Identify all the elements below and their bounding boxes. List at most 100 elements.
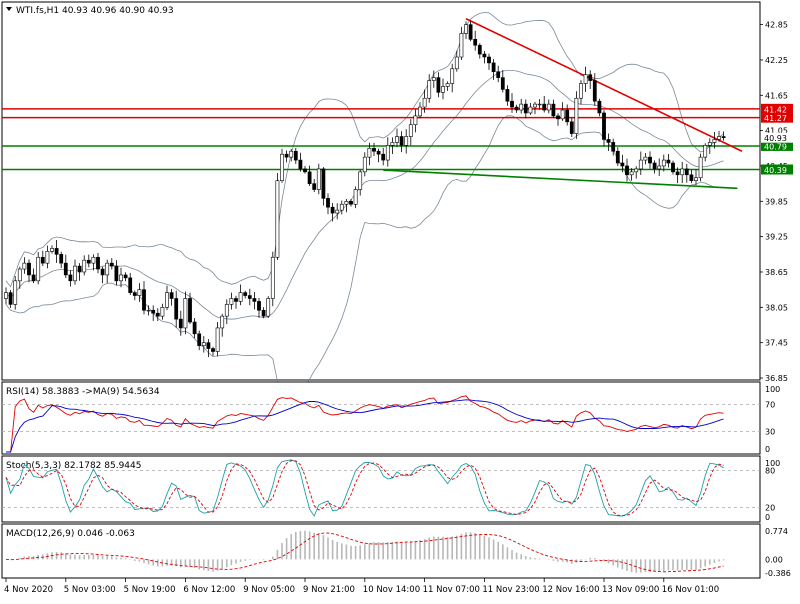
- candle: [436, 72, 441, 98]
- candle: [146, 305, 151, 316]
- candle: [385, 137, 390, 167]
- macd-panel[interactable]: [1, 523, 761, 579]
- candle: [620, 154, 625, 173]
- candle: [40, 250, 45, 267]
- candle: [459, 26, 464, 60]
- candle: [560, 102, 565, 121]
- candle: [666, 153, 671, 168]
- candle: [643, 153, 648, 165]
- candle: [707, 138, 712, 155]
- candle: [537, 99, 542, 110]
- candle: [390, 137, 395, 154]
- candle: [188, 292, 192, 324]
- candle: [270, 251, 275, 307]
- stoch-tick-label: 80: [765, 466, 775, 475]
- candle: [128, 272, 133, 296]
- candle: [652, 160, 657, 174]
- candle: [399, 131, 404, 153]
- candle: [206, 339, 211, 358]
- candle: [523, 99, 528, 119]
- candle: [82, 255, 87, 276]
- candle: [137, 283, 142, 302]
- stoch-tick-label: 0: [765, 513, 770, 522]
- candle: [583, 66, 588, 92]
- rsi-panel[interactable]: [1, 381, 761, 455]
- price-tick-label: 39.85: [765, 197, 788, 206]
- candle: [496, 65, 501, 83]
- level-tag-3-label: 40.39: [764, 166, 787, 175]
- candle: [192, 317, 197, 339]
- bollinger-upper-line: [5, 12, 724, 288]
- candle: [261, 307, 266, 319]
- candle: [528, 102, 533, 115]
- chevron-down-icon[interactable]: [6, 7, 12, 11]
- candle: [418, 102, 422, 119]
- macd-axis: 0.774 0.00 -0.386: [765, 527, 791, 578]
- candlestick-series: [4, 20, 726, 358]
- candle: [519, 98, 524, 114]
- price-tick-label: 37.45: [765, 339, 788, 348]
- candle: [335, 203, 340, 220]
- candle: [395, 128, 399, 148]
- candle: [625, 158, 629, 182]
- candle: [280, 148, 284, 183]
- candle: [114, 260, 119, 286]
- time-tick-label: 9 Nov 05:00: [243, 585, 295, 595]
- candle: [500, 69, 505, 93]
- candle: [160, 303, 165, 320]
- main-price-panel[interactable]: [1, 1, 761, 381]
- candle: [671, 160, 675, 175]
- candle: [358, 169, 363, 196]
- candle: [712, 131, 717, 149]
- stoch-tick-label: 100: [765, 459, 780, 468]
- candle: [229, 292, 234, 310]
- horizontal-levels: [2, 108, 760, 171]
- candle: [454, 50, 459, 72]
- rsi-line: [6, 395, 724, 453]
- rsi-axis: 100 70 30 0: [765, 385, 780, 454]
- candle: [339, 200, 344, 215]
- candle: [17, 266, 22, 289]
- candle: [234, 295, 238, 309]
- candle: [353, 186, 358, 209]
- last-price-tag-label: 40.93: [764, 134, 787, 143]
- time-tick-label: 11 Nov 07:00: [423, 585, 480, 595]
- candle: [615, 147, 620, 166]
- candle: [684, 163, 689, 183]
- candle: [201, 336, 206, 353]
- price-tick-label: 38.05: [765, 303, 788, 312]
- time-tick-label: 10 Nov 14:00: [363, 585, 420, 595]
- stoch-tick-label: 20: [765, 504, 775, 513]
- candle: [721, 131, 726, 141]
- chart-title: WTI.fs,H1 40.93 40.96 40.90 40.93: [16, 6, 174, 16]
- candle: [36, 251, 41, 285]
- candle: [109, 258, 114, 270]
- time-tick-label: 11 Nov 23:00: [482, 585, 539, 595]
- candle: [45, 245, 50, 269]
- candle: [376, 148, 381, 163]
- candle: [441, 78, 445, 100]
- macd-series: [5, 530, 725, 573]
- candle: [588, 70, 593, 90]
- candle: [413, 109, 418, 133]
- time-axis: 4 Nov 2020 5 Nov 03:00 5 Nov 19:00 6 Nov 12…: [4, 578, 719, 595]
- candle: [648, 151, 652, 169]
- candle: [316, 163, 321, 195]
- macd-tick-label: -0.386: [765, 569, 791, 578]
- stoch-signal-line: [5, 460, 724, 517]
- candle: [689, 169, 694, 184]
- candle: [243, 290, 248, 299]
- candle: [629, 168, 634, 181]
- candle: [427, 74, 432, 103]
- candle: [597, 98, 602, 117]
- price-tick-label: 42.25: [765, 56, 788, 65]
- time-tick-label: 13 Nov 09:00: [602, 585, 659, 595]
- candle: [482, 50, 487, 64]
- candle: [132, 290, 137, 301]
- candle: [165, 285, 169, 311]
- candle: [602, 110, 606, 147]
- candle: [238, 284, 243, 306]
